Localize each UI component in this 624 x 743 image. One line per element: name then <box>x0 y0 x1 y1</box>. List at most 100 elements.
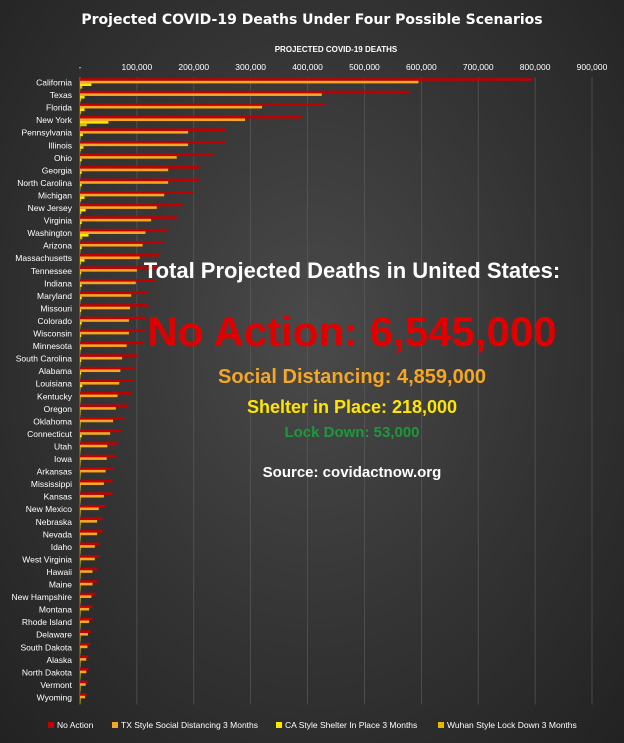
state-label: Texas <box>50 90 72 100</box>
bar <box>80 580 98 583</box>
bar <box>80 504 106 508</box>
bar <box>80 607 90 611</box>
legend-swatch <box>112 722 118 728</box>
bar <box>80 98 82 102</box>
bar <box>80 108 85 112</box>
source-note: Source: covidactnow.org <box>262 464 442 481</box>
bar <box>80 181 169 184</box>
bar <box>80 266 157 270</box>
bar <box>80 459 81 463</box>
bar <box>80 492 113 495</box>
bar <box>80 449 81 453</box>
state-label: Georgia <box>42 165 73 175</box>
bar <box>80 623 81 626</box>
bar <box>80 399 81 403</box>
bars <box>80 78 533 704</box>
bar <box>80 575 81 579</box>
bar <box>80 133 83 137</box>
x-tick-label: 300,000 <box>235 62 266 72</box>
bar <box>80 391 132 395</box>
bar <box>80 354 137 357</box>
state-label: Florida <box>46 103 72 113</box>
bar <box>80 572 81 576</box>
bar <box>80 284 82 287</box>
bar <box>80 93 322 96</box>
bar <box>80 228 169 232</box>
bar <box>80 585 81 588</box>
bar <box>80 168 169 172</box>
x-tick-label: 400,000 <box>292 62 323 72</box>
state-label: North Carolina <box>17 178 72 188</box>
bar <box>80 520 98 523</box>
bar <box>80 171 82 174</box>
bar <box>80 86 83 89</box>
state-label: Missouri <box>40 303 72 313</box>
x-tick-label: 700,000 <box>463 62 494 72</box>
bar <box>80 246 82 250</box>
bar <box>80 186 81 189</box>
bar <box>80 680 88 684</box>
state-label: Arizona <box>43 241 72 251</box>
bar <box>80 221 82 225</box>
state-label: Idaho <box>51 542 73 552</box>
bar <box>80 372 82 375</box>
bar <box>80 475 81 478</box>
legend-label: TX Style Social Distancing 3 Months <box>121 720 258 730</box>
bar <box>80 319 129 322</box>
bar <box>80 231 146 234</box>
x-tick-label: 900,000 <box>577 62 608 72</box>
bar <box>80 457 107 460</box>
bar <box>80 547 81 551</box>
bar <box>80 522 81 526</box>
bar <box>80 286 81 290</box>
bar <box>80 417 125 420</box>
bar <box>80 685 81 689</box>
bar <box>80 193 165 197</box>
bar <box>80 115 302 119</box>
bar <box>80 658 87 661</box>
bar <box>80 349 81 353</box>
bar <box>80 500 81 503</box>
bar <box>80 161 81 164</box>
bar <box>80 412 81 415</box>
bar <box>80 374 81 378</box>
bar <box>80 334 82 337</box>
state-label: Kansas <box>44 492 72 502</box>
x-tick-label: 800,000 <box>520 62 551 72</box>
state-label: Nevada <box>43 529 73 539</box>
bar <box>80 424 81 428</box>
bar <box>80 404 129 408</box>
bar <box>80 660 81 664</box>
bar <box>80 422 81 425</box>
bar <box>80 442 117 445</box>
bar <box>80 158 82 162</box>
state-label: California <box>36 78 72 88</box>
bar <box>80 387 81 390</box>
bar <box>80 507 99 511</box>
bar <box>80 271 82 275</box>
shelter-total: Shelter in Place: 218,000 <box>246 397 458 417</box>
bar <box>80 173 81 177</box>
bar <box>80 311 81 315</box>
bar <box>80 218 152 222</box>
bar <box>80 153 214 157</box>
bar <box>80 274 81 277</box>
bar <box>80 95 85 99</box>
bar <box>80 236 83 240</box>
bar <box>80 610 81 614</box>
bar <box>80 216 177 219</box>
bar <box>80 206 157 209</box>
legend-label: No Action <box>57 720 94 730</box>
state-label: Pennsylvania <box>21 128 72 138</box>
state-label: Massachusetts <box>15 253 72 263</box>
state-label: Indiana <box>44 278 72 288</box>
state-label: Oregon <box>44 404 73 414</box>
bar <box>80 148 81 152</box>
bar <box>80 337 81 340</box>
state-label: Louisiana <box>36 379 73 389</box>
bar <box>80 512 81 516</box>
state-label: Wisconsin <box>33 329 72 339</box>
bar <box>80 304 149 307</box>
state-label: Wyoming <box>37 692 73 702</box>
bar <box>80 517 103 521</box>
